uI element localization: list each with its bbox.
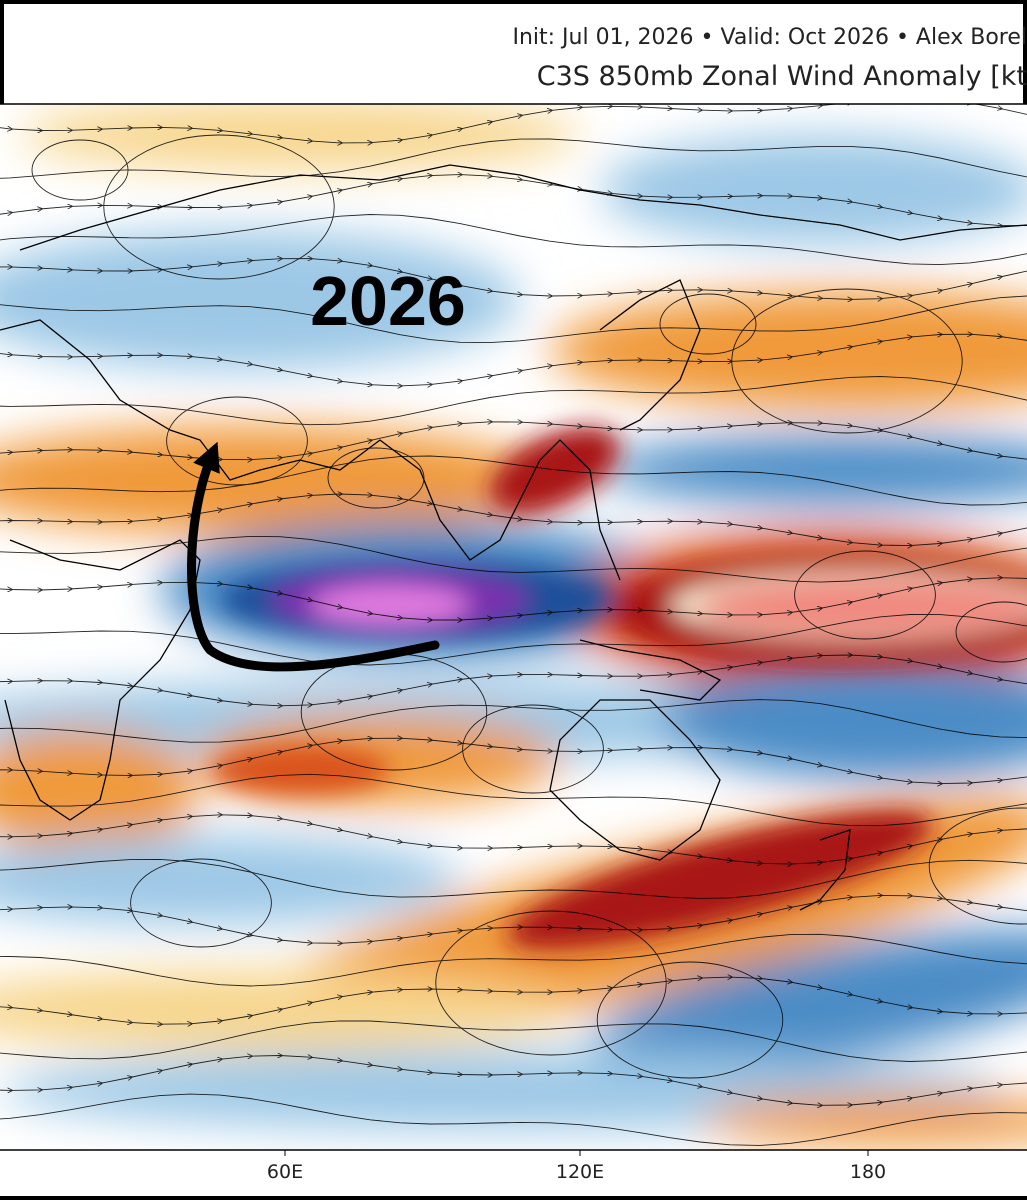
- streamline-eddy: [596, 961, 784, 1079]
- streamline: [0, 578, 1027, 620]
- streamline: [0, 334, 1027, 386]
- map-title: C3S 850mb Zonal Wind Anomaly [kt: [537, 61, 1027, 92]
- x-tick-label: 120E: [556, 1161, 604, 1183]
- annotation-arrow: [187, 441, 440, 672]
- streamline: [0, 1093, 1027, 1146]
- axis-strip: [0, 1150, 1027, 1196]
- streamline-eddy: [435, 910, 667, 1056]
- streamline: [0, 376, 1027, 426]
- streamline: [0, 858, 1027, 899]
- streamline: [0, 977, 1027, 1024]
- streamline: [0, 104, 1027, 143]
- anomaly-region: [20, 104, 580, 170]
- streamline-eddy: [731, 288, 963, 434]
- anomaly-region: [210, 745, 390, 795]
- streamline: [0, 614, 1027, 666]
- streamline-eddy: [130, 858, 272, 948]
- anomaly-region: [600, 135, 1027, 245]
- map-subtitle: Init: Jul 01, 2026 • Valid: Oct 2026 • A…: [512, 25, 1027, 50]
- streamline: [0, 738, 1027, 783]
- streamline: [0, 259, 1027, 300]
- streamline: [0, 1056, 1027, 1106]
- streamline-eddy: [794, 550, 936, 640]
- streamline: [0, 815, 1027, 864]
- streamline: [0, 494, 1027, 546]
- streamline-eddy: [955, 601, 1027, 663]
- streamline: [0, 655, 1027, 706]
- streamline-eddy: [327, 447, 425, 509]
- x-tick-label: 180: [850, 1161, 886, 1183]
- x-tick-label: 60E: [267, 1161, 303, 1183]
- streamline: [0, 175, 1027, 226]
- streamlines: [0, 104, 1027, 1146]
- streamline: [0, 138, 1027, 179]
- streamline-eddy: [928, 807, 1027, 925]
- streamline-eddy: [166, 396, 308, 486]
- streamline: [0, 895, 1027, 943]
- streamline-eddy: [31, 139, 129, 201]
- anomaly-field: [0, 104, 1027, 1150]
- streamline-eddy: [462, 704, 604, 794]
- streamline-eddy: [103, 134, 335, 280]
- streamline: [0, 422, 1027, 460]
- streamline-eddy: [659, 293, 757, 355]
- anomaly-region: [310, 585, 470, 625]
- x-axis: 60E 120E 180: [267, 1150, 886, 1183]
- map-annotation: 2026: [310, 262, 466, 340]
